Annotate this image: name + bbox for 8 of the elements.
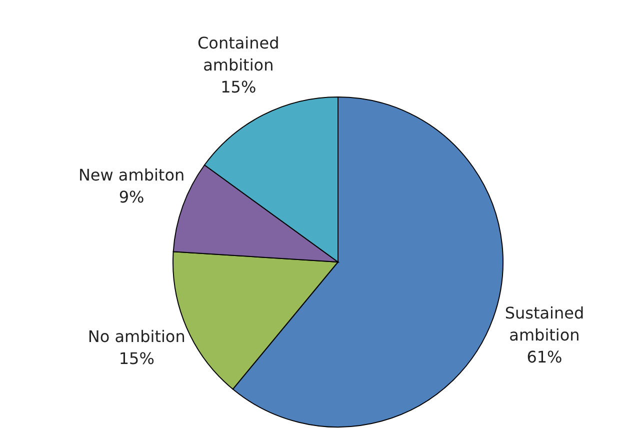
slice-label: New ambiton	[78, 166, 185, 186]
slice-label: No ambition	[88, 328, 186, 347]
data-label: 9%	[118, 188, 144, 208]
data-label: 15%	[118, 350, 154, 369]
slice-label: Contained ambition	[197, 34, 280, 75]
data-label: 61%	[526, 348, 562, 367]
data-label: 15%	[220, 78, 256, 97]
slice-label: Sustained ambition	[504, 304, 584, 345]
